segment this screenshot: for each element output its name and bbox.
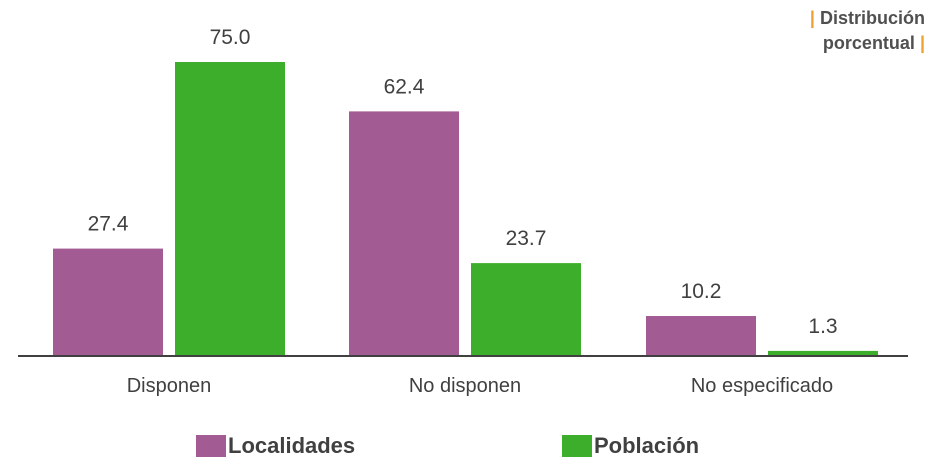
bar-chart: 27.4 75.0 Disponen 62.4 23.7 No disponen 10.2 1… xyxy=(18,26,908,397)
legend-item-poblacion: Población xyxy=(562,433,699,459)
legend-label-poblacion: Población xyxy=(594,433,700,458)
bar-localidades-disponen xyxy=(53,248,163,356)
data-label-localidades-disponen: 27.4 xyxy=(88,213,129,236)
bar-poblacion-no-disponen xyxy=(471,263,581,356)
data-label-poblacion-no-especificado: 1.3 xyxy=(808,315,837,338)
data-label-poblacion-no-disponen: 23.7 xyxy=(506,227,547,250)
subtitle-separator-right: | xyxy=(919,33,925,53)
subtitle-separator-left: | xyxy=(809,8,815,28)
legend-swatch-poblacion xyxy=(562,435,592,457)
chart-subtitle: | Distribución porcentual | xyxy=(705,6,925,56)
bar-localidades-no-especificado xyxy=(646,316,756,356)
x-tick-label-no-especificado: No especificado xyxy=(691,375,833,397)
x-tick-label-no-disponen: No disponen xyxy=(409,375,521,397)
bar-poblacion-disponen xyxy=(175,62,285,356)
data-label-localidades-no-disponen: 62.4 xyxy=(384,75,425,98)
bar-localidades-no-disponen xyxy=(349,111,459,356)
legend-item-localidades: Localidades xyxy=(196,433,355,459)
legend-swatch-localidades xyxy=(196,435,226,457)
subtitle-line-1: Distribución xyxy=(819,8,925,28)
x-tick-label-disponen: Disponen xyxy=(127,375,212,397)
data-label-poblacion-disponen: 75.0 xyxy=(210,26,251,49)
legend-label-localidades: Localidades xyxy=(228,433,356,458)
data-label-localidades-no-especificado: 10.2 xyxy=(681,280,722,303)
bar-poblacion-no-especificado xyxy=(768,350,878,356)
subtitle-line-2: porcentual xyxy=(822,33,915,53)
